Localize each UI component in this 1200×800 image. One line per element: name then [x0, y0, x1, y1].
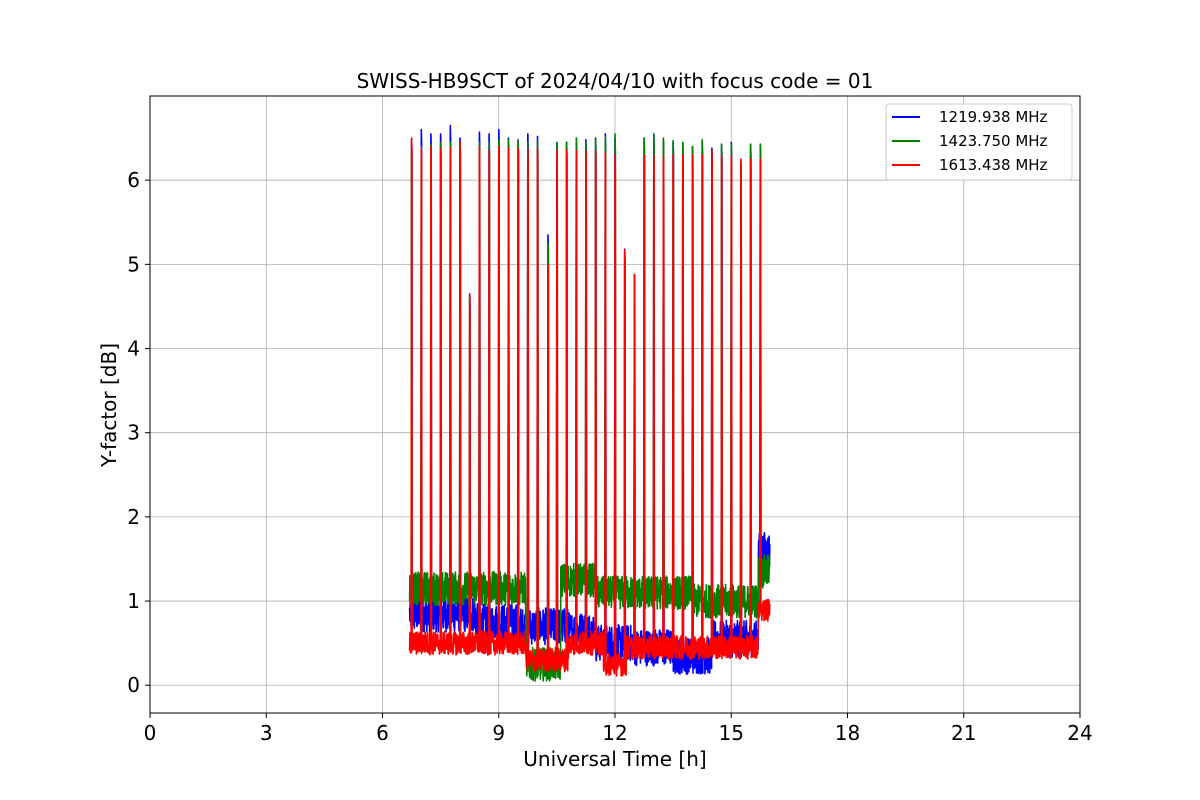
y-tick-label: 3 [127, 421, 140, 445]
y-tick-label: 2 [127, 505, 140, 529]
y-tick-label: 0 [127, 673, 140, 697]
y-tick-label: 6 [127, 168, 140, 192]
legend-label: 1219.938 MHz [939, 108, 1048, 126]
x-tick-label: 12 [602, 721, 627, 745]
x-tick-label: 3 [260, 721, 273, 745]
series-line-3 [408, 137, 771, 677]
y-axis-ticks: 0 1 2 3 4 5 6 [127, 168, 150, 697]
y-axis-label: Y-factor [dB] [97, 343, 121, 468]
y-tick-label: 5 [127, 252, 140, 276]
x-axis-ticks: 0 3 6 9 12 15 18 21 24 [144, 713, 1093, 745]
legend-label: 1613.438 MHz [939, 156, 1048, 174]
x-axis-label: Universal Time [h] [523, 747, 706, 771]
x-tick-label: 21 [951, 721, 976, 745]
chart-title: SWISS-HB9SCT of 2024/04/10 with focus co… [357, 69, 874, 93]
x-tick-label: 0 [144, 721, 157, 745]
legend-box [885, 103, 1073, 181]
x-tick-label: 15 [719, 721, 744, 745]
x-tick-label: 24 [1067, 721, 1092, 745]
plot-area [408, 124, 771, 682]
y-tick-label: 1 [127, 589, 140, 613]
x-tick-label: 6 [376, 721, 389, 745]
legend: 1219.938 MHz 1423.750 MHz 1613.438 MHz [885, 103, 1073, 181]
legend-label: 1423.750 MHz [939, 132, 1048, 150]
x-tick-label: 9 [492, 721, 505, 745]
x-tick-label: 18 [835, 721, 860, 745]
y-tick-label: 4 [127, 337, 140, 361]
